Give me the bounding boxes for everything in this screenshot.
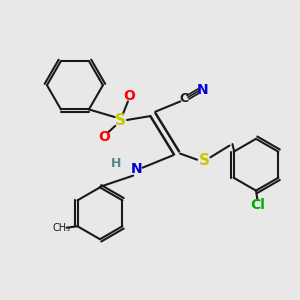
Text: H: H xyxy=(111,157,121,170)
Text: O: O xyxy=(124,88,135,103)
Text: O: O xyxy=(98,130,110,144)
Text: S: S xyxy=(199,153,210,168)
Text: N: N xyxy=(197,82,209,97)
Text: N: N xyxy=(131,162,142,176)
Text: CH₃: CH₃ xyxy=(52,223,70,233)
Text: C: C xyxy=(179,92,188,105)
Text: Cl: Cl xyxy=(250,198,265,212)
Text: S: S xyxy=(115,113,126,128)
